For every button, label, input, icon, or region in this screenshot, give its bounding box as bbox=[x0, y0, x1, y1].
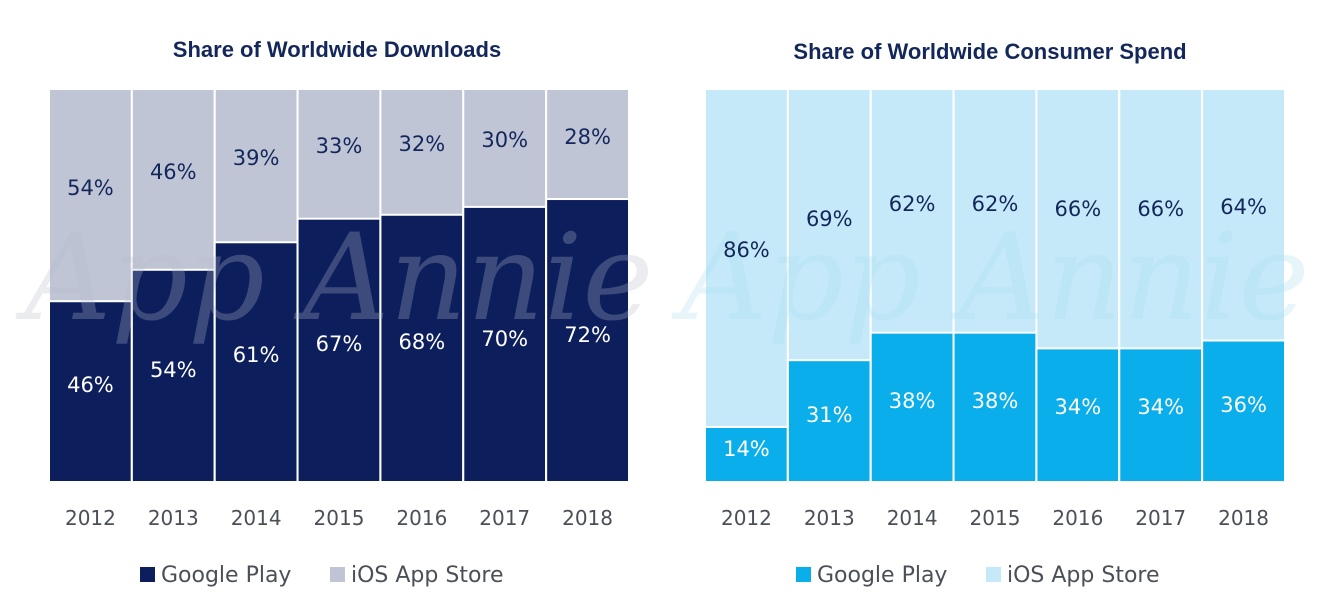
chart-panel-2: Share of Worldwide Consumer Spend App Ann… bbox=[670, 39, 1309, 588]
legend-label: iOS App Store bbox=[1007, 563, 1160, 588]
legend: Google Play iOS App Store bbox=[140, 563, 504, 588]
legend-swatch bbox=[796, 567, 811, 582]
x-tick-label: 2013 bbox=[148, 506, 199, 530]
x-tick-label: 2016 bbox=[396, 506, 447, 530]
data-label-google-play: 61% bbox=[233, 343, 280, 367]
data-label-ios: 62% bbox=[889, 192, 936, 216]
bar-google-play bbox=[786, 359, 872, 484]
data-label-google-play: 46% bbox=[67, 373, 114, 397]
data-label-google-play: 70% bbox=[481, 327, 528, 351]
data-label-ios: 64% bbox=[1220, 195, 1267, 219]
x-tick-label: 2012 bbox=[721, 506, 772, 530]
data-label-google-play: 14% bbox=[723, 437, 770, 461]
bar-google-play bbox=[213, 241, 299, 483]
chart-title: Share of Worldwide Consumer Spend bbox=[793, 39, 1186, 64]
data-label-google-play: 38% bbox=[972, 389, 1019, 413]
x-tick-label: 2013 bbox=[804, 506, 855, 530]
x-tick-label: 2015 bbox=[314, 506, 365, 530]
data-label-google-play: 31% bbox=[806, 403, 853, 427]
x-tick-label: 2012 bbox=[65, 506, 116, 530]
bar-google-play bbox=[545, 198, 631, 483]
bar-google-play bbox=[704, 425, 789, 484]
x-tick-label: 2016 bbox=[1052, 506, 1103, 530]
x-tick-label: 2018 bbox=[1218, 506, 1269, 530]
chart-title: Share of Worldwide Downloads bbox=[173, 37, 501, 62]
bar-google-play bbox=[869, 331, 955, 483]
legend-swatch bbox=[986, 567, 1001, 582]
data-label-ios: 69% bbox=[806, 207, 853, 231]
bar-google-play bbox=[48, 300, 133, 483]
chart-panel-1: Share of Worldwide Downloads App Annie 54%… bbox=[14, 37, 653, 588]
x-tick-label: 2018 bbox=[562, 506, 613, 530]
legend-swatch bbox=[140, 567, 155, 582]
x-tick-label: 2017 bbox=[479, 506, 530, 530]
data-label-google-play: 38% bbox=[889, 389, 936, 413]
data-label-google-play: 34% bbox=[1137, 395, 1184, 419]
watermark-logo: App Annie bbox=[670, 209, 1309, 348]
legend: Google Play iOS App Store bbox=[796, 563, 1160, 588]
data-label-google-play: 36% bbox=[1220, 393, 1267, 417]
data-label-ios: 46% bbox=[150, 160, 197, 184]
bar-google-play bbox=[952, 331, 1038, 483]
x-tick-label: 2014 bbox=[231, 506, 282, 530]
legend-label: iOS App Store bbox=[351, 563, 504, 588]
x-tick-label: 2017 bbox=[1135, 506, 1186, 530]
data-label-google-play: 67% bbox=[316, 332, 363, 356]
data-label-ios: 66% bbox=[1137, 197, 1184, 221]
data-label-ios: 86% bbox=[723, 238, 770, 262]
data-label-google-play: 54% bbox=[150, 358, 197, 382]
data-label-google-play: 72% bbox=[564, 323, 611, 347]
data-label-google-play: 34% bbox=[1055, 395, 1102, 419]
x-tick-label: 2015 bbox=[970, 506, 1021, 530]
data-label-ios: 62% bbox=[972, 192, 1019, 216]
data-label-ios: 39% bbox=[233, 146, 280, 170]
watermark-logo: App Annie bbox=[14, 209, 653, 348]
bar-google-play bbox=[1201, 339, 1286, 483]
data-label-ios: 33% bbox=[316, 134, 363, 158]
data-label-google-play: 68% bbox=[399, 330, 446, 354]
bar-google-play bbox=[379, 213, 465, 483]
legend-swatch bbox=[330, 567, 345, 582]
data-label-ios: 30% bbox=[481, 128, 528, 152]
data-label-ios: 66% bbox=[1055, 197, 1102, 221]
bar-google-play bbox=[296, 217, 382, 483]
data-label-ios: 28% bbox=[564, 125, 611, 149]
data-label-ios: 32% bbox=[399, 132, 446, 156]
x-tick-label: 2014 bbox=[887, 506, 938, 530]
legend-label: Google Play bbox=[817, 563, 947, 588]
legend-label: Google Play bbox=[161, 563, 291, 588]
bar-google-play bbox=[462, 205, 548, 483]
data-label-ios: 54% bbox=[67, 176, 114, 200]
